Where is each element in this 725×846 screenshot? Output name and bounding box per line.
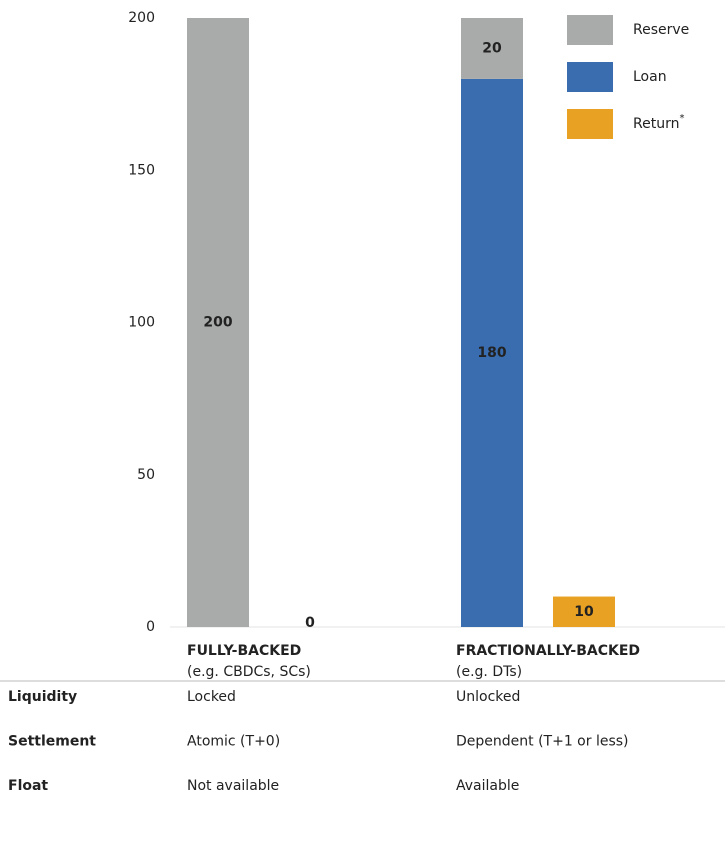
legend-name: Return <box>633 116 679 132</box>
value-label: 10 <box>574 604 594 620</box>
table-row-label: Settlement <box>8 734 96 750</box>
table-row-label: Float <box>8 778 48 794</box>
y-tick-label: 200 <box>128 10 155 26</box>
y-tick-label: 50 <box>137 467 155 483</box>
category-note: (e.g. DTs) <box>456 664 522 680</box>
bar-segment <box>461 78 523 627</box>
y-tick-label: 150 <box>128 162 155 178</box>
legend-label: Loan <box>633 69 667 85</box>
bar-segment <box>461 18 523 79</box>
value-label: 0 <box>305 615 315 631</box>
table-cell: Atomic (T+0) <box>187 734 280 750</box>
bar-segment <box>553 596 615 627</box>
table-cell: Unlocked <box>456 689 520 705</box>
legend-swatch <box>567 109 613 139</box>
y-tick-label: 0 <box>146 619 155 635</box>
legend-label: Reserve <box>633 22 689 38</box>
legend-swatch <box>567 62 613 92</box>
legend-name: Reserve <box>633 22 689 38</box>
category-label: FRACTIONALLY-BACKED <box>456 643 640 659</box>
legend-label: Return* <box>633 113 684 132</box>
table-cell: Not available <box>187 778 279 794</box>
y-tick-label: 100 <box>128 315 155 331</box>
legend-footnote: * <box>679 113 684 124</box>
legend-name: Loan <box>633 69 667 85</box>
value-label: 200 <box>203 315 232 331</box>
bar-segment <box>187 18 249 627</box>
legend-swatch <box>567 15 613 45</box>
category-note: (e.g. CBDCs, SCs) <box>187 664 311 680</box>
category-label: FULLY-BACKED <box>187 643 301 659</box>
table-cell: Dependent (T+1 or less) <box>456 734 629 750</box>
table-row-label: Liquidity <box>8 689 77 705</box>
table-cell: Locked <box>187 689 236 705</box>
table-cell: Available <box>456 778 519 794</box>
value-label: 20 <box>482 40 502 56</box>
value-label: 180 <box>477 345 506 361</box>
